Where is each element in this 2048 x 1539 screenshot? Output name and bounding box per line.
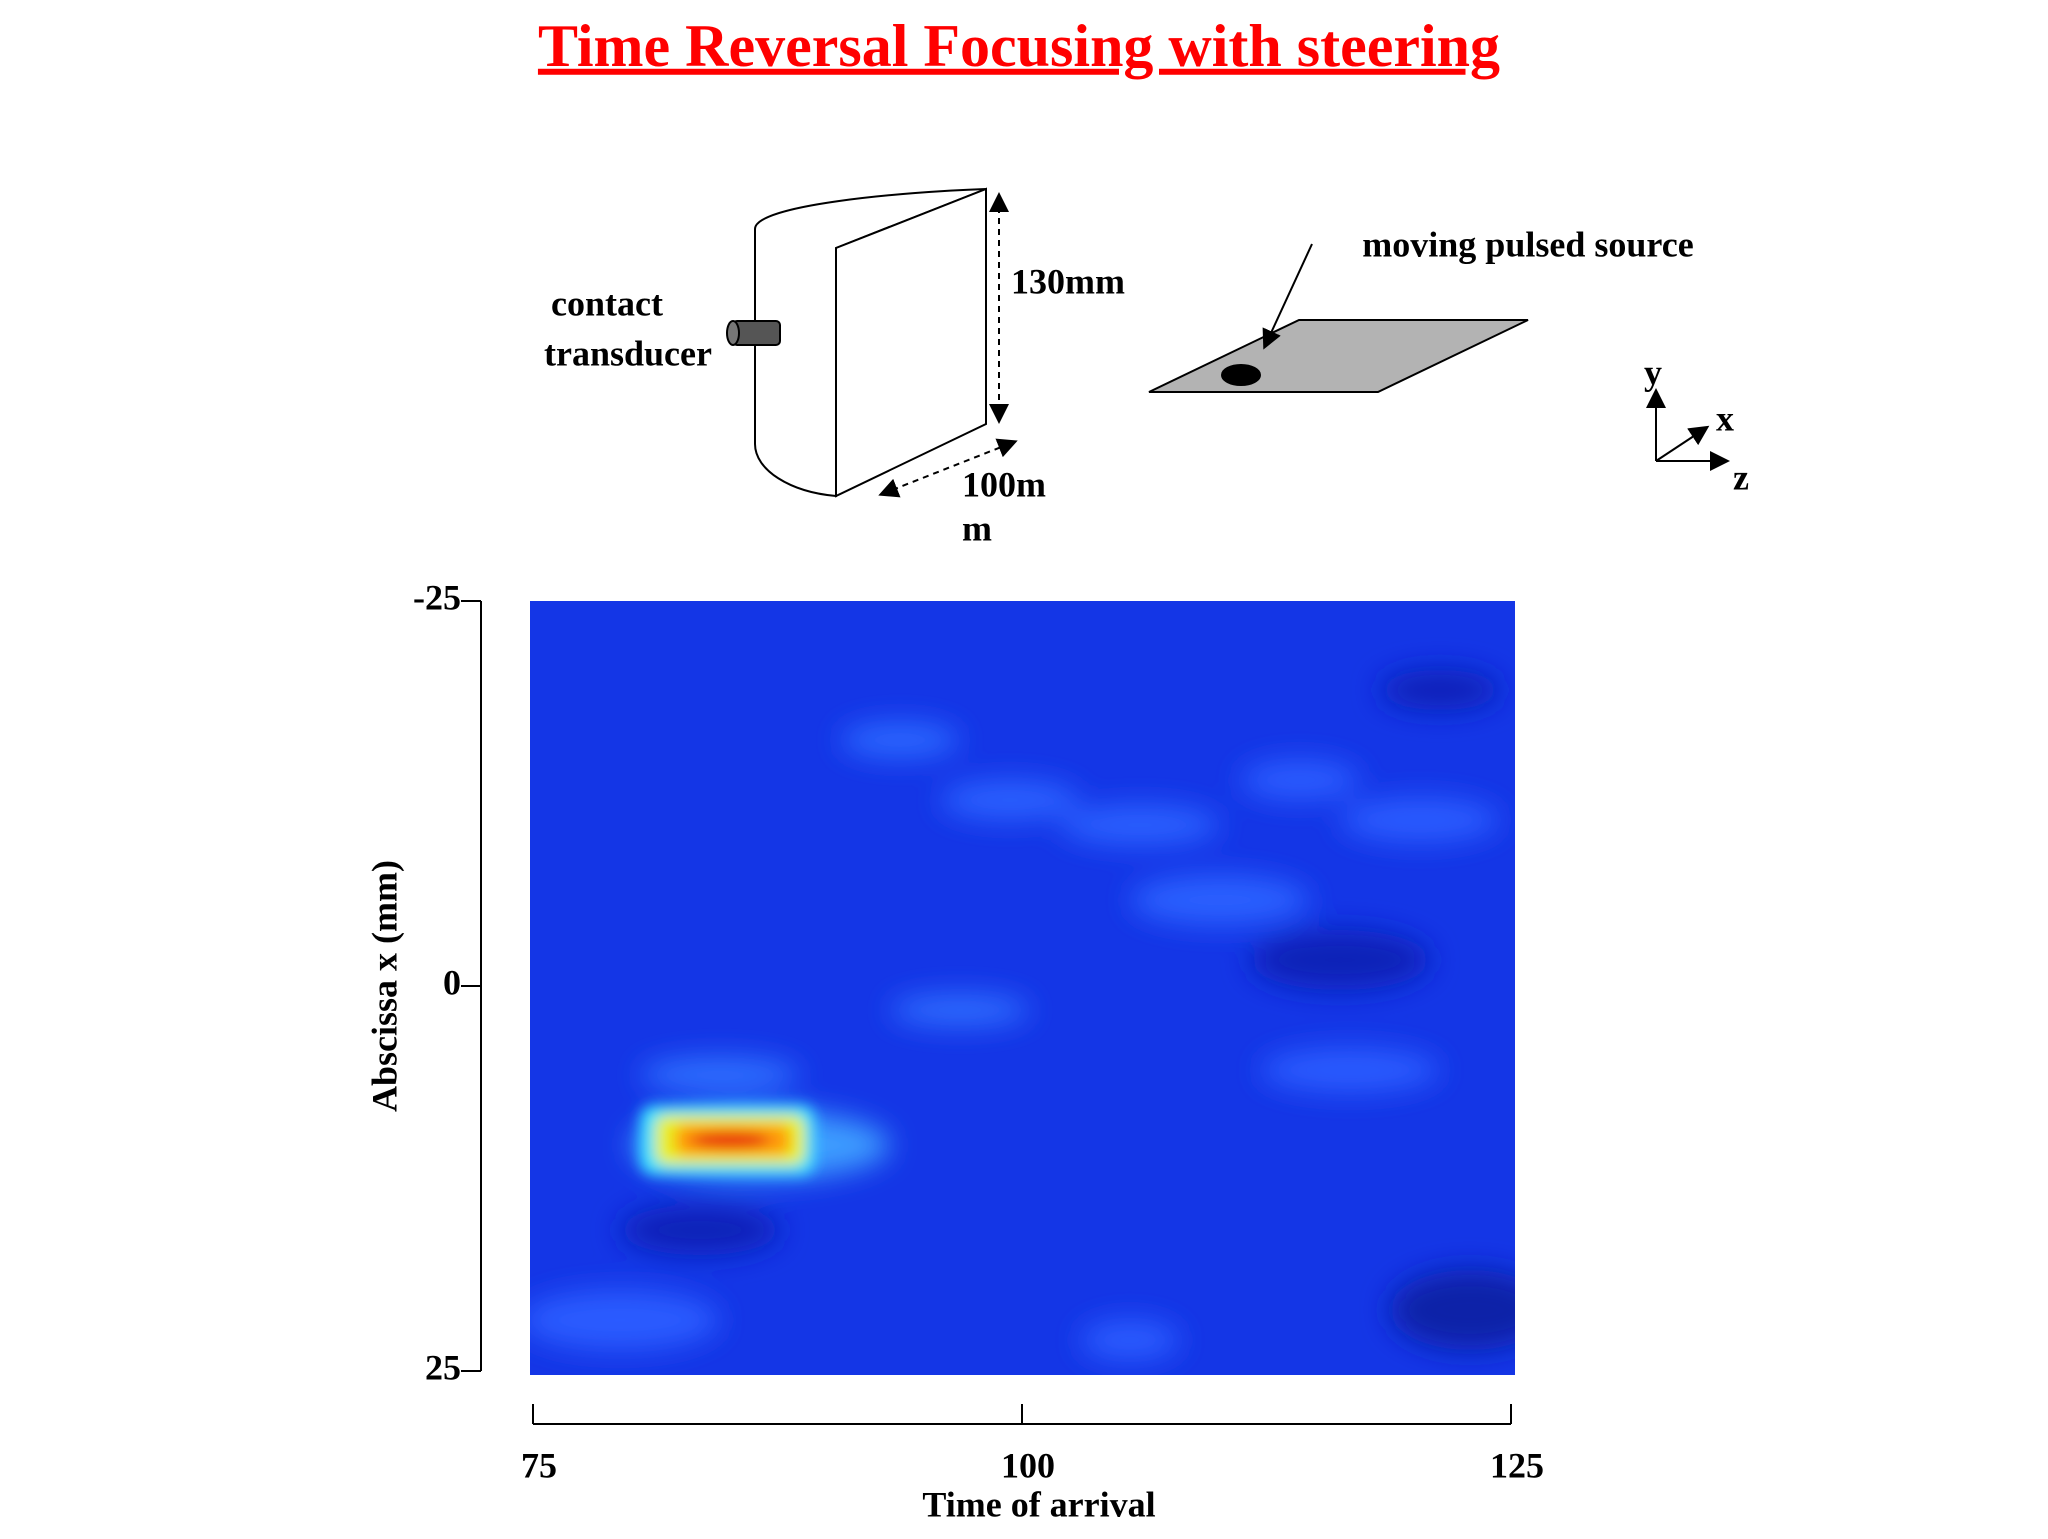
y-axis-label: Abscissa x (mm)	[364, 860, 404, 1112]
x-axis-label: Time of arrival	[922, 1484, 1155, 1524]
axis-letter: y	[1644, 352, 1662, 392]
diagram-label: 100m	[962, 464, 1046, 504]
heatmap	[530, 601, 1515, 1375]
x-tick-label: 125	[1490, 1445, 1544, 1485]
diagram-label: transducer	[544, 333, 712, 373]
diagram-label: m	[962, 508, 992, 548]
diagram-label: 130mm	[1011, 261, 1125, 301]
y-tick-label: 25	[425, 1347, 461, 1387]
axis-letter: x	[1716, 398, 1734, 438]
x-tick-label: 75	[521, 1445, 557, 1485]
axis-letter: z	[1733, 457, 1749, 497]
y-tick-label: 0	[443, 962, 461, 1002]
chart-title: Time Reversal Focusing with steering	[538, 13, 1500, 79]
x-tick-label: 100	[1001, 1445, 1055, 1485]
y-tick-label: -25	[413, 577, 461, 617]
diagram-label: moving pulsed source	[1362, 224, 1693, 264]
block-diagram	[726, 187, 1730, 498]
diagram-label: contact	[551, 283, 663, 323]
